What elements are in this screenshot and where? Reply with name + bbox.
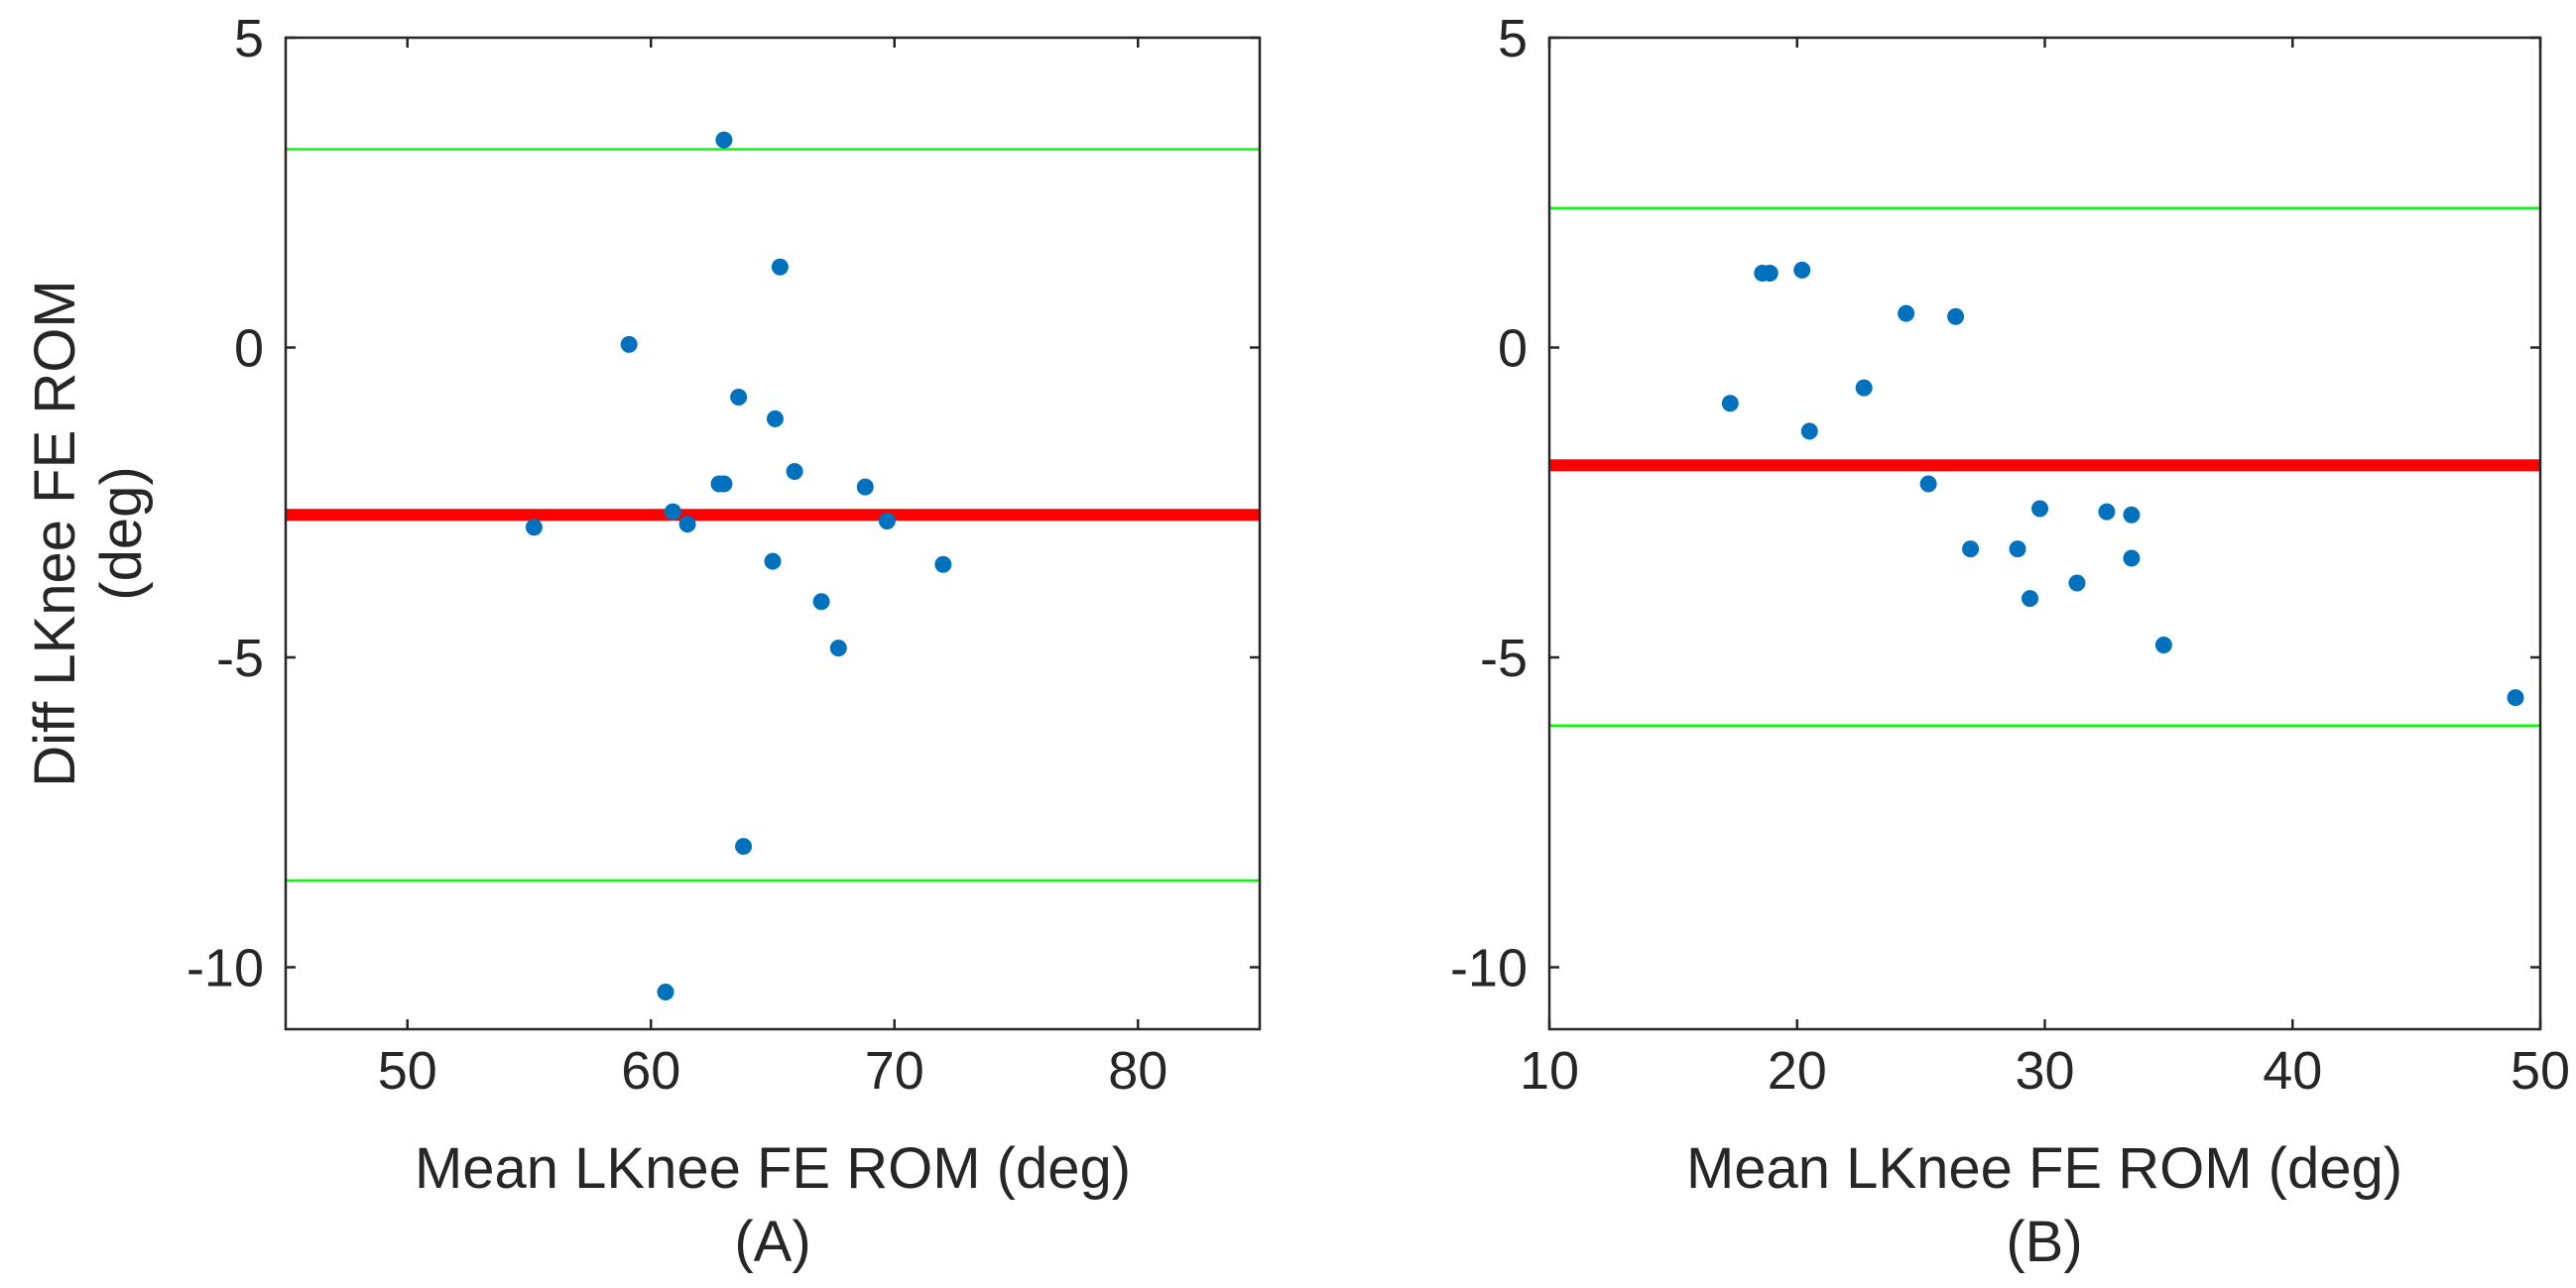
- panel-a-y-tick-label: 0: [234, 319, 264, 379]
- panel-a-data-point: [766, 410, 784, 427]
- panel-a-xlabel: Mean LKnee FE ROM (deg): [415, 1136, 1131, 1201]
- panel-a-data-point: [715, 475, 733, 493]
- panel-b-data-point: [1962, 540, 1980, 558]
- panel-a-data-point: [620, 335, 638, 353]
- panel-b-data-point: [2123, 506, 2141, 524]
- panel-a-data-point: [856, 478, 874, 496]
- panel-a-label: (A): [734, 1210, 810, 1274]
- panel-b-marks: [1549, 206, 2540, 727]
- panel-a-x-tick-label: 80: [1108, 1041, 1167, 1101]
- panel-b-y-tick-label: -10: [1450, 939, 1528, 998]
- panel-b-data-point: [2123, 549, 2141, 567]
- panel-b-data-point: [2009, 540, 2026, 558]
- panel-a-ylabel-line2: (deg): [89, 466, 154, 600]
- panel-b-data-point: [1855, 379, 1873, 397]
- panel-b-x-tick-label: 40: [2263, 1041, 2322, 1101]
- panel-a-data-point: [771, 258, 789, 276]
- panel-a-data-point: [678, 516, 696, 533]
- panel-a-x-tick-label: 70: [865, 1041, 924, 1101]
- panel-b-data-point: [2068, 574, 2086, 592]
- panel-b-y-tick-label: 5: [1498, 9, 1528, 68]
- panel-a-y-tick-label: 5: [234, 9, 264, 68]
- panel-b-data-point: [2154, 637, 2172, 653]
- panel-b-x-tick-label: 50: [2511, 1041, 2570, 1101]
- panel-a-data-point: [715, 131, 733, 149]
- panel-b-axes-frame: [1547, 36, 2542, 1031]
- panel-b-data-point: [1947, 307, 1965, 325]
- panel-a-data-point: [525, 519, 543, 536]
- panel-a-data-point: [878, 513, 896, 529]
- panel-b-data-point: [1721, 395, 1739, 412]
- panel-a-data-point: [934, 555, 952, 573]
- panel-b-data-point: [2098, 503, 2116, 521]
- panel-b-label: (B): [2006, 1210, 2082, 1274]
- panel-a-data-point: [786, 463, 803, 480]
- panel-b-data-point: [1793, 261, 1811, 279]
- panel-b-x-tick-label: 20: [1768, 1041, 1827, 1101]
- panel-a-ylabel-line1: Diff LKnee FE ROM: [23, 280, 87, 786]
- panel-a-data-point: [829, 640, 847, 657]
- panel-a-data-point: [812, 593, 830, 611]
- panel-a-data-point: [664, 503, 681, 521]
- panel-b-x-tick-label: 10: [1520, 1041, 1579, 1101]
- panel-a-y-tick-label: -10: [186, 939, 264, 998]
- panel-b-y-tick-label: -5: [1480, 629, 1528, 688]
- panel-b-data-point: [1898, 304, 1915, 322]
- panel-a-data-point: [735, 838, 753, 856]
- panel-a-y-tick-label: -5: [216, 629, 264, 688]
- panel-b-y-tick-label: 0: [1498, 319, 1528, 379]
- panel-a-x-tick-label: 60: [621, 1041, 680, 1101]
- panel-b-xlabel: Mean LKnee FE ROM (deg): [1686, 1136, 2402, 1201]
- panel-a-marks: [286, 131, 1260, 1000]
- panel-b-data-point: [2031, 500, 2049, 518]
- panel-b-data-point: [1761, 265, 1779, 282]
- panel-a-data-point: [657, 984, 675, 1000]
- panel-b-data-point: [2507, 689, 2524, 707]
- panel-b-data-point: [1800, 422, 1818, 440]
- panel-a-x-tick-label: 50: [378, 1041, 437, 1101]
- panel-a-data-point: [730, 389, 748, 406]
- panel-b-data-point: [2022, 590, 2039, 608]
- panel-a-data-point: [764, 552, 782, 570]
- panel-b-x-tick-label: 30: [2015, 1041, 2074, 1101]
- panel-a-axes-frame: [284, 36, 1262, 1031]
- panel-b-data-point: [1919, 475, 1937, 493]
